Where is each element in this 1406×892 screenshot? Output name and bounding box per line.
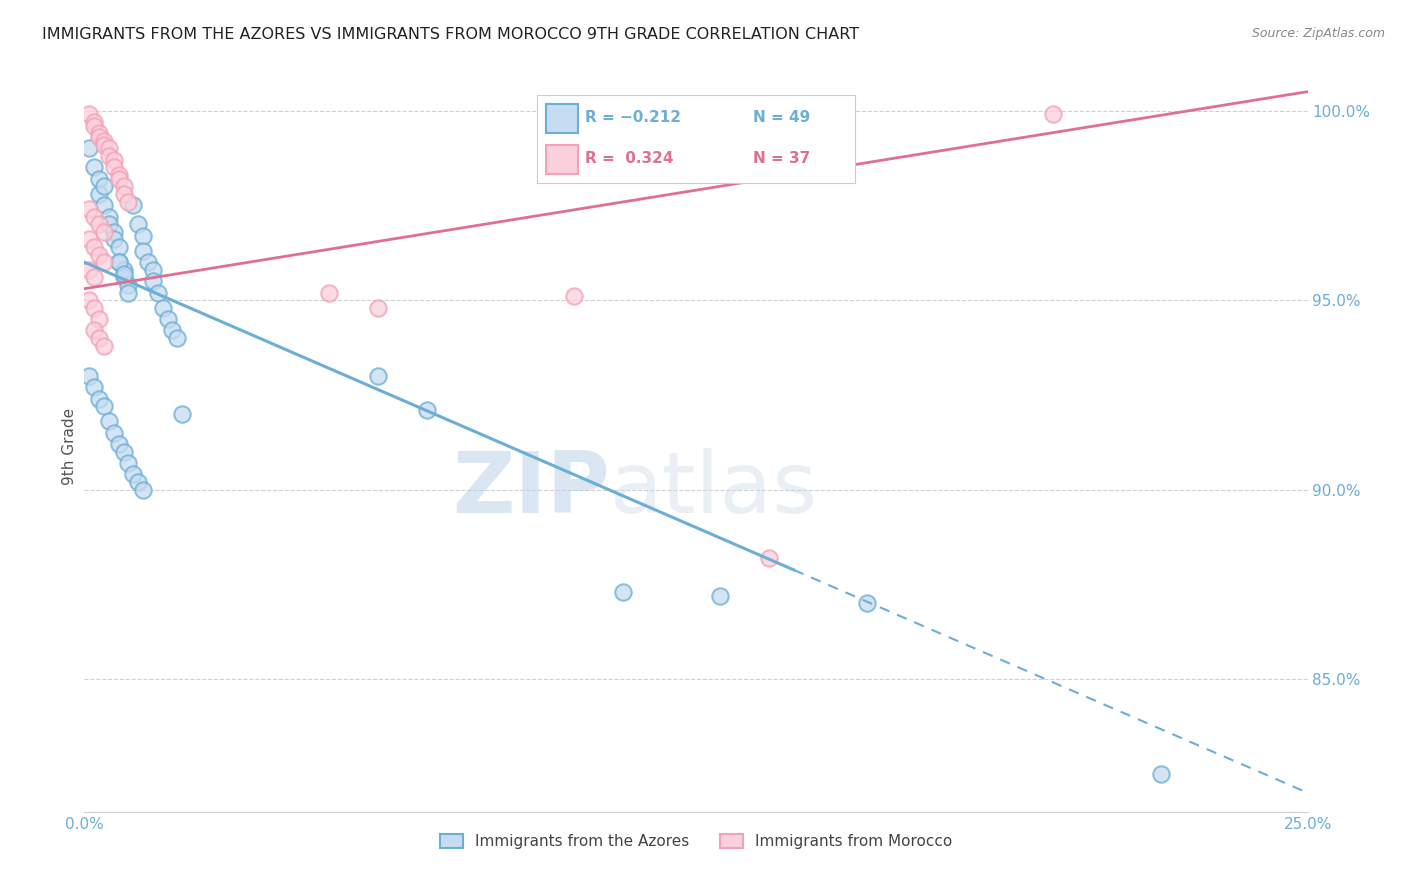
Point bbox=[127, 475, 149, 489]
Point bbox=[83, 301, 105, 315]
Point bbox=[87, 331, 110, 345]
Point bbox=[172, 407, 194, 421]
Point bbox=[117, 285, 139, 300]
Point bbox=[562, 289, 585, 303]
Point bbox=[107, 171, 129, 186]
Point bbox=[117, 456, 139, 470]
Point bbox=[318, 285, 340, 300]
Point bbox=[152, 301, 174, 315]
Point bbox=[103, 161, 125, 175]
Point bbox=[367, 301, 389, 315]
Point bbox=[87, 217, 110, 231]
Point bbox=[162, 323, 184, 337]
Point bbox=[83, 210, 105, 224]
Point bbox=[93, 137, 115, 152]
Point bbox=[107, 168, 129, 182]
Point bbox=[117, 277, 139, 292]
Point bbox=[132, 228, 155, 243]
Point bbox=[117, 194, 139, 209]
Point bbox=[87, 130, 110, 145]
Point bbox=[709, 589, 731, 603]
Point bbox=[146, 285, 169, 300]
Point bbox=[83, 270, 105, 285]
Point bbox=[93, 134, 115, 148]
Point bbox=[136, 255, 159, 269]
Point bbox=[112, 267, 135, 281]
Point bbox=[103, 225, 125, 239]
Point bbox=[612, 585, 634, 599]
Point bbox=[166, 331, 188, 345]
Text: Source: ZipAtlas.com: Source: ZipAtlas.com bbox=[1251, 27, 1385, 40]
Point bbox=[97, 217, 120, 231]
Point bbox=[97, 141, 120, 155]
Point bbox=[77, 262, 100, 277]
Point bbox=[156, 312, 179, 326]
Point bbox=[93, 179, 115, 194]
Point bbox=[107, 240, 129, 254]
Text: atlas: atlas bbox=[610, 449, 818, 532]
Point bbox=[93, 198, 115, 212]
Point bbox=[93, 255, 115, 269]
Point bbox=[758, 550, 780, 565]
Point bbox=[83, 323, 105, 337]
Point bbox=[103, 425, 125, 440]
Point bbox=[87, 247, 110, 261]
Point bbox=[83, 240, 105, 254]
Point bbox=[87, 312, 110, 326]
Point bbox=[87, 126, 110, 140]
Point bbox=[367, 368, 389, 383]
Point bbox=[77, 368, 100, 383]
Point bbox=[103, 232, 125, 246]
Point bbox=[87, 171, 110, 186]
Point bbox=[1150, 767, 1173, 781]
Point bbox=[103, 153, 125, 167]
Point bbox=[83, 119, 105, 133]
Legend: Immigrants from the Azores, Immigrants from Morocco: Immigrants from the Azores, Immigrants f… bbox=[433, 828, 959, 855]
Point bbox=[132, 244, 155, 258]
Point bbox=[107, 255, 129, 269]
Point bbox=[87, 186, 110, 201]
Point bbox=[107, 255, 129, 269]
Point bbox=[87, 392, 110, 406]
Point bbox=[122, 467, 145, 482]
Point bbox=[83, 380, 105, 394]
Point bbox=[93, 399, 115, 413]
Point bbox=[107, 437, 129, 451]
Point bbox=[142, 262, 165, 277]
Y-axis label: 9th Grade: 9th Grade bbox=[62, 408, 77, 484]
Point bbox=[112, 186, 135, 201]
Point bbox=[77, 141, 100, 155]
Point bbox=[112, 262, 135, 277]
Point bbox=[83, 161, 105, 175]
Point bbox=[1042, 107, 1064, 121]
Point bbox=[112, 270, 135, 285]
Point bbox=[142, 274, 165, 288]
Point bbox=[416, 403, 439, 417]
Point bbox=[97, 149, 120, 163]
Point bbox=[97, 414, 120, 428]
Point bbox=[112, 444, 135, 458]
Point bbox=[112, 179, 135, 194]
Point bbox=[93, 225, 115, 239]
Point bbox=[93, 338, 115, 352]
Point bbox=[77, 293, 100, 307]
Text: ZIP: ZIP bbox=[453, 449, 610, 532]
Text: IMMIGRANTS FROM THE AZORES VS IMMIGRANTS FROM MOROCCO 9TH GRADE CORRELATION CHAR: IMMIGRANTS FROM THE AZORES VS IMMIGRANTS… bbox=[42, 27, 859, 42]
Point bbox=[122, 198, 145, 212]
Point bbox=[132, 483, 155, 497]
Point bbox=[856, 596, 879, 610]
Point bbox=[127, 217, 149, 231]
Point bbox=[83, 115, 105, 129]
Point bbox=[77, 202, 100, 216]
Point bbox=[97, 210, 120, 224]
Point bbox=[77, 107, 100, 121]
Point bbox=[77, 232, 100, 246]
